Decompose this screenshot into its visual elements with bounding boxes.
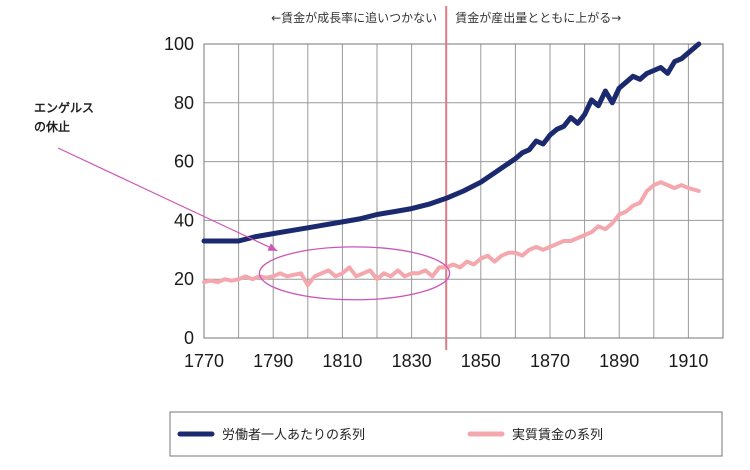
legend-label-worker-output: 労働者一人あたりの系列 [222, 428, 365, 443]
series-line-1 [202, 180, 701, 288]
annotation-label-line1: エンゲルス [34, 100, 94, 115]
legend-box [169, 411, 723, 457]
x-tick-label-1850: 1850 [461, 351, 501, 371]
x-tick-label-1870: 1870 [530, 351, 570, 371]
y-tick-label-60: 60 [174, 152, 194, 172]
plot-area [203, 43, 724, 339]
x-tick-label-1790: 1790 [253, 351, 293, 371]
annotation-arrow [57, 147, 278, 252]
x-tick-label-1770: 1770 [184, 351, 224, 371]
annotation-arrowhead [267, 243, 278, 251]
y-tick-label-40: 40 [174, 210, 194, 230]
legend: 労働者一人あたりの系列 実質賃金の系列 [169, 411, 723, 457]
y-tick-label-80: 80 [174, 93, 194, 113]
x-tick-label-1890: 1890 [599, 351, 639, 371]
x-tick-label-1830: 1830 [392, 351, 432, 371]
annotation-label-line2: の休止 [34, 119, 70, 134]
x-tick-label-1910: 1910 [668, 351, 708, 371]
legend-label-real-wage: 実質賃金の系列 [512, 427, 603, 443]
x-tick-label-1810: 1810 [322, 351, 362, 371]
engels-pause-ellipse [258, 246, 451, 301]
axis-labels: 1770 1790 1810 1830 1850 1870 1890 1910 0 20 40 60 8… [164, 34, 708, 371]
series-layer [201, 41, 702, 288]
series-line-0 [201, 41, 702, 244]
note-right: 賃金が産出量とともに上がる→ [455, 10, 621, 25]
y-tick-label-100: 100 [164, 34, 194, 54]
y-tick-label-0: 0 [184, 328, 194, 348]
note-left: ←賃金が成長率に追いつかない [271, 10, 437, 25]
y-tick-label-20: 20 [174, 269, 194, 289]
